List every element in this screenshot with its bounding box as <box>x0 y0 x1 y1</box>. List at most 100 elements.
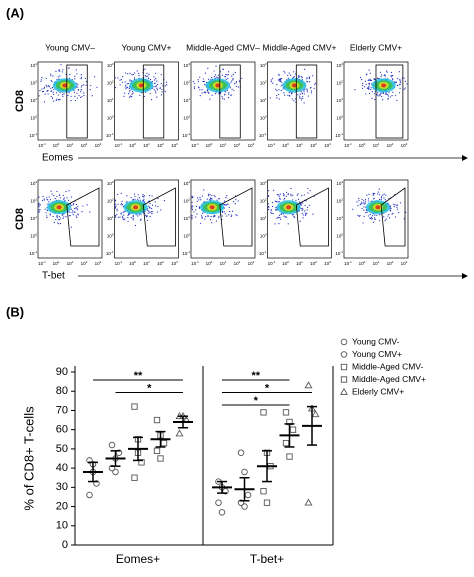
event-dot <box>123 214 125 216</box>
data-point <box>289 426 297 433</box>
flow-x-tick-label: 101 <box>220 142 227 148</box>
event-dot <box>70 226 73 228</box>
tick-exp: 1 <box>112 215 114 219</box>
legend-label: Middle-Aged CMV+ <box>352 374 426 384</box>
event-dot <box>61 214 63 216</box>
event-dot <box>207 195 210 197</box>
event-dot <box>62 217 64 219</box>
data-point <box>304 498 313 506</box>
event-dot <box>56 190 58 193</box>
event-dot <box>46 209 48 211</box>
tick-exp: 3 <box>341 62 343 66</box>
event-dot <box>364 80 367 82</box>
event-dot <box>72 213 74 216</box>
event-dot <box>377 193 379 195</box>
flow-y-tick-label: 103 <box>336 180 343 186</box>
event-dot <box>142 194 144 196</box>
tick-base: 10 <box>373 143 379 148</box>
event-dot <box>149 202 151 205</box>
event-dot <box>297 94 299 96</box>
event-dot <box>69 73 71 76</box>
flow-x-tick-label: 101 <box>373 260 380 266</box>
event-dot <box>292 214 294 216</box>
tick-base: 10 <box>107 199 113 204</box>
event-dot <box>301 195 303 197</box>
event-dot <box>201 216 203 218</box>
event-dot <box>293 217 296 219</box>
event-dot <box>304 214 307 217</box>
event-dot <box>117 193 119 196</box>
tick-base: 10 <box>310 143 316 148</box>
y-tick-label: 0 <box>62 539 68 551</box>
tick-exp: 2 <box>315 260 317 264</box>
event-dot <box>386 93 388 95</box>
flow-y-tick-label: 102 <box>183 79 190 85</box>
flow-y-label: CD8 <box>14 208 26 230</box>
event-dot <box>392 203 395 205</box>
event-dot <box>398 211 400 214</box>
event-dot <box>128 96 131 98</box>
event-dot <box>154 90 157 92</box>
flow-y-tick-label: 102 <box>183 197 190 203</box>
event-dot <box>199 76 201 78</box>
event-dot <box>55 218 57 221</box>
tick-exp: 0 <box>211 260 213 264</box>
event-dot <box>300 207 302 209</box>
event-dot <box>198 87 200 89</box>
flow-y-tick-label: 101 <box>183 215 190 221</box>
event-dot <box>394 95 397 97</box>
event-dot <box>151 80 153 83</box>
tick-exp: 1 <box>148 142 150 146</box>
event-dot <box>42 195 44 198</box>
event-dot <box>136 70 138 72</box>
flow-y-tick-label: 10-1 <box>335 132 343 138</box>
event-dot <box>72 203 75 205</box>
event-dot <box>52 215 54 218</box>
event-dot <box>376 94 379 96</box>
event-dot <box>59 98 61 100</box>
event-dot <box>69 211 71 213</box>
event-dot <box>299 97 301 99</box>
event-dot <box>227 203 229 205</box>
tick-base: 10 <box>206 143 212 148</box>
event-dot <box>49 199 52 201</box>
event-dot <box>230 81 232 83</box>
tick-exp: 0 <box>364 142 366 146</box>
event-dot <box>145 216 147 218</box>
data-point <box>286 453 293 460</box>
tick-base: 10 <box>38 143 44 148</box>
event-dot <box>367 79 370 81</box>
event-dot <box>200 222 202 224</box>
tick-exp: 1 <box>378 260 380 264</box>
density-core <box>286 205 292 210</box>
tick-base: 10 <box>248 261 254 266</box>
event-dot <box>84 77 87 79</box>
event-dot <box>293 76 295 78</box>
event-dot <box>89 88 91 91</box>
event-dot <box>280 213 282 215</box>
tick-base: 10 <box>335 251 341 256</box>
event-dot <box>370 88 372 91</box>
event-dot <box>234 71 236 74</box>
event-dot <box>380 197 383 199</box>
event-dot <box>114 206 117 208</box>
event-dot <box>202 78 205 80</box>
event-dot <box>134 224 137 227</box>
event-dot <box>270 209 272 211</box>
tick-base: 10 <box>95 261 101 266</box>
event-dot <box>235 214 237 216</box>
flow-y-tick-label: 102 <box>107 197 114 203</box>
event-dot <box>228 93 230 95</box>
event-dot <box>228 214 230 216</box>
tick-exp: -1 <box>187 132 190 136</box>
event-dot <box>208 78 210 80</box>
event-dot <box>125 84 127 86</box>
tick-exp: 0 <box>287 260 289 264</box>
tick-base: 10 <box>129 143 135 148</box>
event-dot <box>381 95 383 98</box>
event-dot <box>58 223 60 225</box>
event-dot <box>134 193 136 195</box>
event-dot <box>210 216 212 218</box>
event-dot <box>232 77 234 80</box>
tick-base: 10 <box>234 261 240 266</box>
